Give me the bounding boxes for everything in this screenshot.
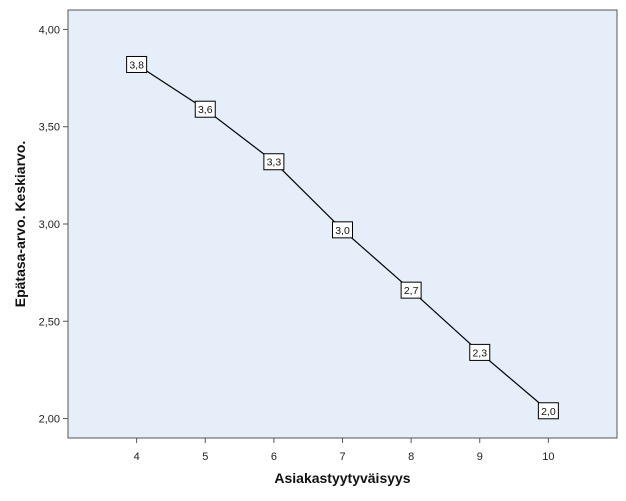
y-tick-label: 4,00 [39,24,60,36]
data-label-box [400,281,422,299]
data-label-text: 3,0 [335,225,350,237]
x-axis-title: Asiakastyytyväisyys [274,470,410,486]
x-tick-label: 8 [408,451,414,463]
data-point-label: 2,3 [469,343,491,361]
data-label-text: 2,0 [541,406,556,418]
x-tick-label: 5 [202,451,208,463]
data-point-label: 2,0 [537,402,559,420]
x-tick-label: 7 [339,451,345,463]
data-label-box [126,55,148,73]
data-label-text: 3,6 [198,104,213,116]
x-tick-label: 4 [134,451,140,463]
data-labels: 3,8 3,6 3,3 3,0 2,7 2,3 2,0 [126,55,559,420]
y-axis: 2,00 2,50 3,00 3,50 4,00 [39,24,68,426]
data-point-label: 3,0 [332,221,353,239]
data-label-box [537,402,559,420]
data-point-label: 3,6 [194,100,216,118]
y-tick-label: 2,50 [39,316,60,328]
data-label-text: 3,8 [129,59,144,71]
data-point-label: 3,8 [126,55,148,73]
y-axis-title: Epätasa-arvo. Keskiarvo. [12,141,28,308]
data-label-text: 3,3 [267,157,282,169]
y-tick-label: 2,00 [39,414,60,426]
data-label-box [469,343,491,361]
data-label-box [194,100,216,118]
data-label-box [263,153,285,171]
x-tick-label: 10 [542,451,554,463]
x-tick-label: 9 [477,451,483,463]
x-tick-label: 6 [271,451,277,463]
data-label-box [332,221,353,239]
data-label-text: 2,7 [404,285,419,297]
data-label-text: 2,3 [472,347,487,359]
data-point-label: 3,3 [263,153,285,171]
y-tick-label: 3,00 [39,219,60,231]
data-point-label: 2,7 [400,281,422,299]
x-axis: 4 5 6 7 8 9 10 [134,438,555,463]
y-tick-label: 3,50 [39,122,60,134]
